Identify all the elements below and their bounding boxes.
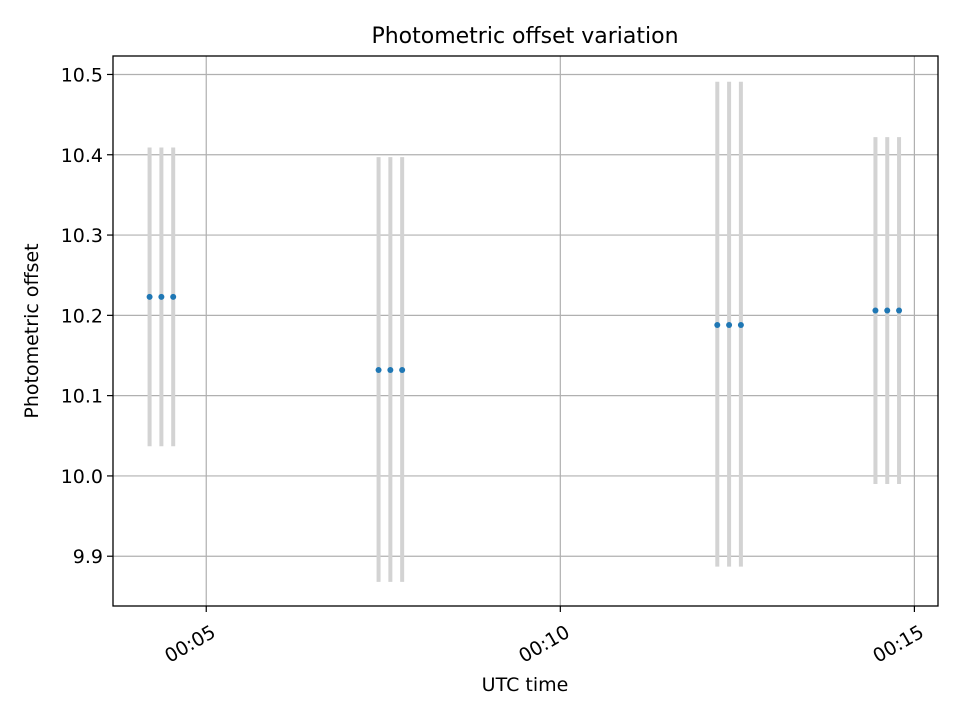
- y-tick-label: 10.2: [61, 305, 103, 327]
- data-point: [726, 321, 733, 328]
- x-axis-label: UTC time: [482, 674, 569, 696]
- plot-frame: [112, 55, 939, 607]
- x-tick-label: 00:10: [515, 621, 573, 667]
- y-tick-label: 10.0: [61, 466, 103, 488]
- data-point: [375, 366, 382, 373]
- x-axis: 00:05 00:10 00:15: [161, 606, 928, 667]
- data-point: [872, 307, 879, 314]
- y-tick-label: 10.4: [61, 145, 103, 167]
- chart-title: Photometric offset variation: [371, 24, 678, 49]
- data-point: [896, 307, 903, 314]
- x-tick-label: 00:05: [161, 621, 219, 667]
- y-tick-label: 10.5: [61, 64, 103, 86]
- data-point: [399, 366, 406, 373]
- y-tick-label: 10.1: [61, 386, 103, 408]
- errorbar-layer: [147, 81, 902, 582]
- y-axis: 9.9 10.0 10.1 10.2 10.3 10.4 10.5: [61, 64, 113, 568]
- y-tick-label: 9.9: [73, 546, 103, 568]
- data-point: [170, 293, 177, 300]
- data-point: [884, 307, 891, 314]
- data-point: [714, 321, 721, 328]
- y-tick-label: 10.3: [61, 225, 103, 247]
- data-point: [737, 321, 744, 328]
- grid-layer: [113, 56, 938, 606]
- y-axis-label: Photometric offset: [21, 243, 43, 418]
- data-point: [146, 293, 153, 300]
- data-point: [158, 293, 165, 300]
- data-point: [387, 366, 394, 373]
- point-layer: [146, 293, 903, 373]
- x-tick-label: 00:15: [869, 621, 927, 667]
